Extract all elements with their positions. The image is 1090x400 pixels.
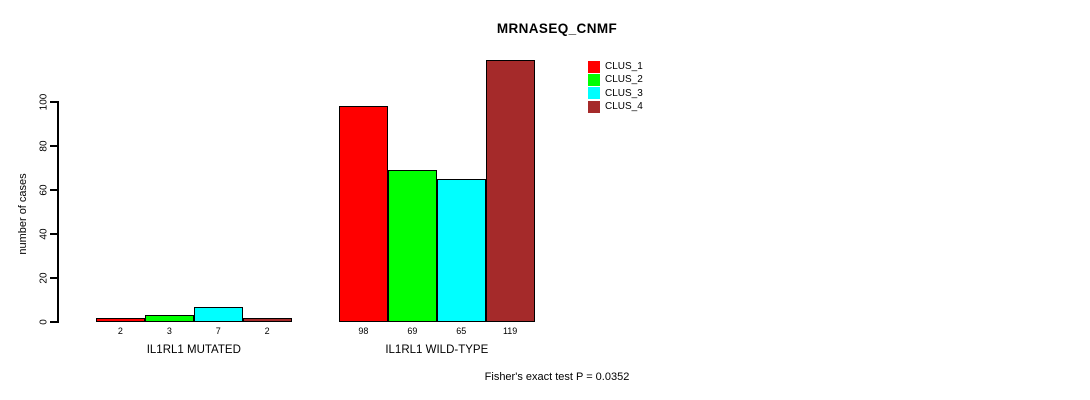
y-tick-label: 80 <box>38 140 50 152</box>
legend-swatch-clus-3-icon <box>588 87 600 100</box>
legend: CLUS_1 CLUS_2 CLUS_3 CLUS_4 <box>588 60 643 113</box>
bar-value-label: 65 <box>456 326 467 336</box>
bar-value-label: 2 <box>117 326 123 336</box>
bar-clus_4-group1 <box>242 317 292 322</box>
legend-item-clus-3: CLUS_3 <box>588 87 643 100</box>
legend-item-clus-2: CLUS_2 <box>588 73 643 86</box>
legend-label-clus-3: CLUS_3 <box>605 87 643 99</box>
legend-label-clus-4: CLUS_4 <box>605 101 643 113</box>
y-tick-mark <box>50 101 57 103</box>
bar-value-label: 7 <box>215 326 221 336</box>
y-tick-label: 100 <box>38 93 50 111</box>
y-tick-mark <box>50 233 57 235</box>
bar-clus_3-group2 <box>436 179 486 322</box>
legend-item-clus-1: CLUS_1 <box>588 60 643 73</box>
bar-clus_1-group1 <box>96 317 145 322</box>
legend-label-clus-1: CLUS_1 <box>605 61 643 73</box>
y-tick-label: 60 <box>38 184 50 196</box>
y-tick-mark <box>50 189 57 191</box>
y-axis-line <box>57 101 59 323</box>
legend-swatch-clus-2-icon <box>588 73 600 86</box>
x-category-label: IL1RL1 WILD-TYPE <box>385 344 489 356</box>
y-tick-label: 0 <box>38 319 50 325</box>
bar-value-label: 98 <box>358 326 369 336</box>
legend-swatch-clus-4-icon <box>588 100 600 113</box>
bar-value-label: 3 <box>166 326 172 336</box>
bar-value-label: 2 <box>264 326 270 336</box>
legend-item-clus-4: CLUS_4 <box>588 100 643 113</box>
bar-clus_1-group2 <box>339 106 388 322</box>
y-tick-mark <box>50 277 57 279</box>
y-tick-label: 40 <box>38 228 50 240</box>
bar-clus_4-group2 <box>485 60 535 322</box>
bar-clus_2-group2 <box>387 170 437 322</box>
chart-title: MRNASEQ_CNMF <box>496 21 618 36</box>
bar-clus_3-group1 <box>193 306 243 322</box>
x-category-label: IL1RL1 MUTATED <box>146 344 241 356</box>
bar-value-label: 69 <box>407 326 418 336</box>
bar-value-label: 119 <box>502 326 518 336</box>
y-tick-mark <box>50 321 57 323</box>
y-tick-label: 20 <box>38 272 50 284</box>
y-tick-mark <box>50 145 57 147</box>
annotation-pvalue: Fisher's exact test P = 0.0352 <box>484 371 630 383</box>
legend-swatch-clus-1-icon <box>588 60 600 73</box>
bar-clus_2-group1 <box>144 315 194 322</box>
legend-label-clus-2: CLUS_2 <box>605 74 643 86</box>
